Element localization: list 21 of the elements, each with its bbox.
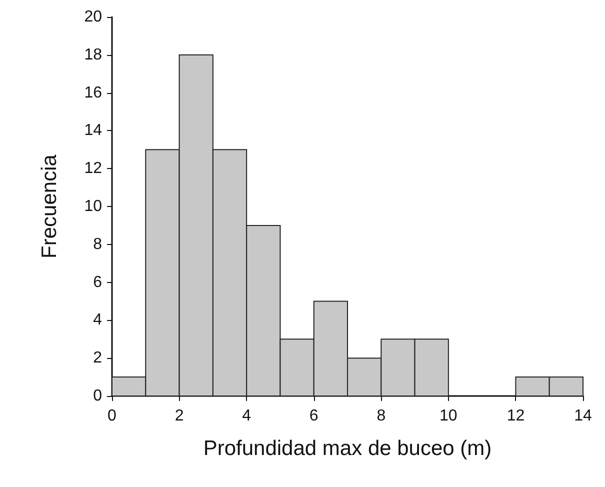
x-tick-label: 4	[242, 408, 252, 424]
x-tick-label: 12	[506, 408, 525, 424]
y-axis-title: Frecuencia	[38, 154, 61, 258]
x-tick-label: 14	[574, 408, 592, 424]
y-tick-label: 20	[84, 8, 102, 26]
y-tick-label: 8	[93, 236, 102, 253]
y-tick-label: 14	[84, 122, 102, 140]
x-tick-label: 6	[309, 408, 318, 424]
y-tick-label: 18	[84, 46, 102, 64]
y-tick-label: 12	[84, 160, 102, 178]
y-tick-label: 2	[93, 350, 102, 367]
y-tick-label: 0	[93, 388, 102, 404]
y-tick-label: 4	[93, 312, 102, 329]
y-tick-label: 16	[84, 84, 102, 102]
x-tick-label: 8	[376, 408, 386, 424]
x-tick-label: 2	[174, 408, 184, 424]
y-tick-label: 10	[84, 198, 102, 215]
x-tick-label: 0	[108, 408, 117, 424]
x-tick-label: 10	[440, 408, 458, 424]
y-tick-label: 6	[93, 274, 102, 291]
x-axis-title: Profundidad max de buceo (m)	[203, 437, 492, 460]
